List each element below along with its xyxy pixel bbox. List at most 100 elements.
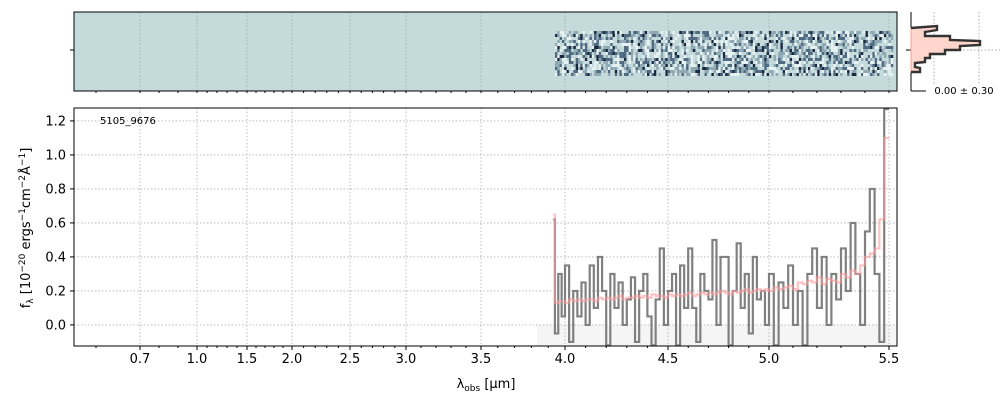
2d-pixel <box>607 46 611 49</box>
2d-pixel <box>844 46 848 49</box>
2d-pixel <box>591 67 595 70</box>
2d-pixel <box>651 34 654 37</box>
2d-pixel <box>729 52 733 55</box>
2d-pixel <box>571 40 574 43</box>
2d-pixel <box>603 46 606 49</box>
2d-pixel <box>628 70 631 73</box>
2d-pixel <box>660 58 664 61</box>
2d-pixel <box>874 43 878 46</box>
2d-pixel <box>798 34 802 37</box>
2d-pixel <box>741 34 744 37</box>
2d-pixel <box>621 34 625 37</box>
2d-pixel <box>752 37 756 40</box>
2d-pixel <box>821 67 825 70</box>
2d-pixel <box>879 55 882 58</box>
2d-pixel <box>821 34 825 37</box>
2d-pixel <box>890 64 894 67</box>
2d-pixel <box>851 31 855 34</box>
2d-pixel <box>628 46 631 49</box>
2d-pixel <box>566 49 569 52</box>
2d-pixel <box>702 61 705 64</box>
2d-pixel <box>881 61 884 64</box>
2d-pixel <box>722 52 726 55</box>
2d-pixel <box>755 61 758 64</box>
2d-pixel <box>670 43 673 46</box>
2d-pixel <box>651 40 654 43</box>
2d-pixel <box>653 43 657 46</box>
2d-pixel <box>727 37 730 40</box>
2d-pixel <box>794 34 797 37</box>
2d-pixel <box>568 49 572 52</box>
2d-pixel <box>787 46 790 49</box>
2d-pixel <box>796 37 799 40</box>
2d-pixel <box>614 61 618 64</box>
2d-pixel <box>674 37 677 40</box>
2d-pixel <box>791 61 795 64</box>
2d-pixel <box>681 61 684 64</box>
2d-pixel <box>881 34 884 37</box>
2d-pixel <box>745 46 749 49</box>
2d-pixel <box>575 58 579 61</box>
2d-pixel <box>727 58 730 61</box>
2d-pixel <box>854 40 857 43</box>
2d-pixel <box>683 55 687 58</box>
2d-pixel <box>626 64 629 67</box>
2d-pixel <box>817 58 820 61</box>
2d-pixel <box>854 67 857 70</box>
2d-pixel <box>759 70 763 73</box>
2d-pixel <box>870 40 873 43</box>
2d-pixel <box>736 55 740 58</box>
2d-pixel <box>826 55 829 58</box>
2d-pixel <box>578 34 581 37</box>
2d-pixel <box>881 64 884 67</box>
2d-pixel <box>739 43 742 46</box>
2d-pixel <box>649 70 652 73</box>
2d-pixel <box>879 34 882 37</box>
2d-pixel <box>644 61 648 64</box>
2d-pixel <box>564 58 567 61</box>
2d-pixel <box>573 46 576 49</box>
2d-pixel <box>557 61 560 64</box>
2d-pixel <box>789 73 792 76</box>
2d-pixel <box>601 55 604 58</box>
2d-pixel <box>693 67 696 70</box>
2d-pixel <box>610 61 613 64</box>
2d-pixel <box>559 58 562 61</box>
2d-pixel <box>555 55 558 58</box>
2d-pixel <box>872 37 875 40</box>
2d-pixel <box>755 58 758 61</box>
2d-pixel <box>681 52 684 55</box>
2d-pixel <box>791 67 795 70</box>
2d-pixel <box>736 40 740 43</box>
2d-pixel <box>860 37 864 40</box>
2d-pixel <box>706 49 710 52</box>
2d-pixel <box>727 73 730 76</box>
2d-pixel <box>743 67 746 70</box>
2d-pixel <box>840 52 843 55</box>
2d-pixel <box>672 52 675 55</box>
2d-pixel <box>849 43 852 46</box>
2d-pixel <box>571 43 574 46</box>
2d-pixel <box>736 49 740 52</box>
2d-pixel <box>720 34 723 37</box>
2d-pixel <box>743 61 746 64</box>
2d-pixel <box>653 58 657 61</box>
2d-spectrum-panel <box>70 11 898 92</box>
2d-pixel <box>854 73 857 76</box>
2d-pixel <box>596 31 599 34</box>
2d-pixel <box>624 34 627 37</box>
2d-pixel <box>759 58 763 61</box>
2d-pixel <box>647 46 650 49</box>
2d-pixel <box>617 58 620 61</box>
2d-pixel <box>665 52 668 55</box>
2d-pixel <box>575 43 579 46</box>
2d-pixel <box>633 58 636 61</box>
2d-pixel <box>564 55 567 58</box>
2d-pixel <box>665 40 668 43</box>
2d-pixel <box>835 49 838 52</box>
2d-pixel <box>849 31 852 34</box>
2d-pixel <box>557 64 560 67</box>
2d-pixel <box>762 55 765 58</box>
2d-pixel <box>831 43 834 46</box>
2d-pixel <box>688 40 691 43</box>
